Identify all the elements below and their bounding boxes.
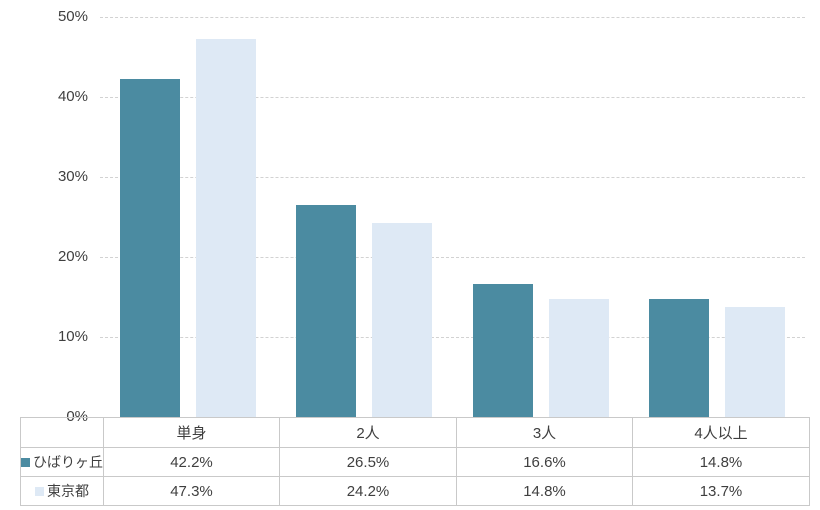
value-cell: 24.2%	[279, 476, 457, 506]
category-header-row: 単身 2人 3人 4人以上	[20, 417, 810, 448]
value-cell: 13.7%	[632, 476, 810, 506]
bar-東京都-単身	[196, 38, 257, 417]
value-cell: 26.5%	[279, 447, 457, 477]
bar-group	[453, 17, 629, 417]
legend-marker-series1	[21, 458, 30, 467]
data-table: 単身 2人 3人 4人以上 ひばりヶ丘 42.2% 26.5% 16.6% 14…	[20, 417, 810, 506]
y-axis-tick-label: 50%	[57, 8, 88, 25]
legend-label-series2: 東京都	[47, 483, 89, 499]
y-axis-tick-label: 20%	[57, 248, 88, 265]
bar-東京都-2人	[372, 223, 433, 417]
category-header: 3人	[456, 417, 633, 448]
value-cell: 14.8%	[632, 447, 810, 477]
legend-cell-series2: 東京都	[20, 476, 104, 506]
bar-東京都-4人以上	[724, 307, 785, 417]
value-cell: 47.3%	[103, 476, 280, 506]
category-header: 単身	[103, 417, 280, 448]
gridline	[100, 97, 805, 98]
y-axis: 50% 40% 30% 20% 10% 0%	[0, 0, 88, 425]
bar-groups	[100, 17, 805, 417]
gridline	[100, 177, 805, 178]
table-row-series1: ひばりヶ丘 42.2% 26.5% 16.6% 14.8%	[20, 447, 810, 477]
legend-cell-series1: ひばりヶ丘	[20, 447, 104, 477]
gridline	[100, 257, 805, 258]
value-cell: 16.6%	[456, 447, 633, 477]
y-axis-tick-label: 30%	[57, 168, 88, 185]
bar-group	[100, 17, 276, 417]
bar-ひばりヶ丘-2人	[296, 205, 357, 417]
legend-marker-series2	[35, 487, 44, 496]
bar-ひばりヶ丘-3人	[472, 284, 533, 417]
gridline	[100, 337, 805, 338]
value-cell: 14.8%	[456, 476, 633, 506]
bar-group	[629, 17, 805, 417]
plot-area	[100, 17, 805, 417]
bar-group	[276, 17, 452, 417]
legend-label-series1: ひばりヶ丘	[33, 454, 103, 470]
category-header: 4人以上	[632, 417, 810, 448]
table-corner-cell	[20, 417, 104, 448]
category-header: 2人	[279, 417, 457, 448]
bar-東京都-3人	[548, 298, 609, 417]
y-axis-tick-label: 10%	[57, 328, 88, 345]
y-axis-tick-label: 40%	[57, 88, 88, 105]
bar-ひばりヶ丘-4人以上	[648, 298, 709, 417]
table-row-series2: 東京都 47.3% 24.2% 14.8% 13.7%	[20, 476, 810, 506]
value-cell: 42.2%	[103, 447, 280, 477]
gridline	[100, 17, 805, 18]
bar-ひばりヶ丘-単身	[120, 79, 181, 417]
